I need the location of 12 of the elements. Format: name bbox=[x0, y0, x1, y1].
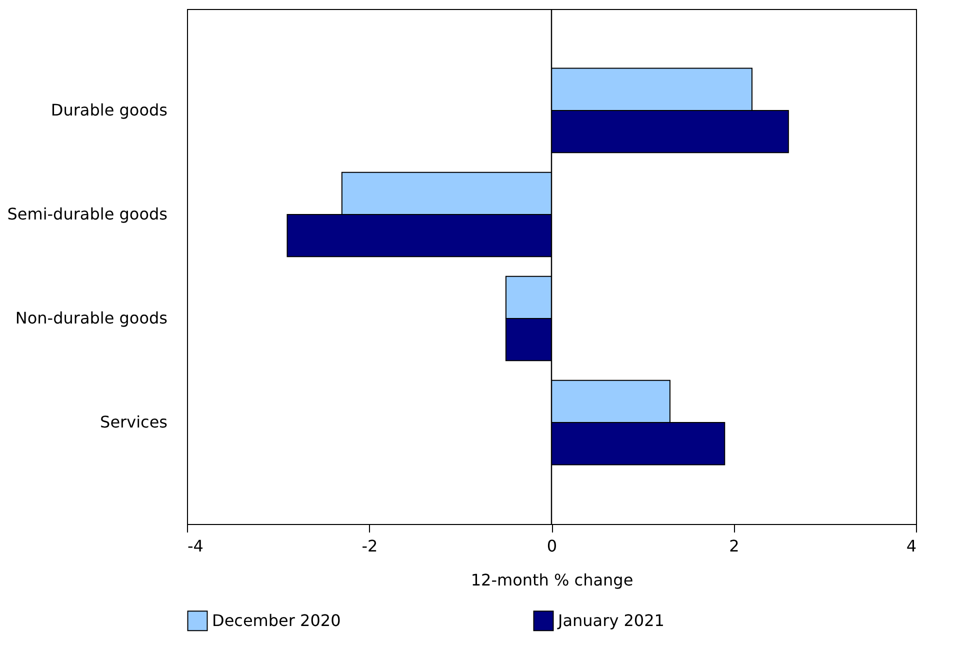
y-tick-label: Durable goods bbox=[50, 100, 168, 120]
legend-label: December 2020 bbox=[212, 610, 341, 630]
x-tick-label: -2 bbox=[362, 536, 378, 556]
y-tick-label: Non-durable goods bbox=[15, 308, 168, 328]
x-axis-title: 12-month % change bbox=[470, 570, 634, 590]
x-tick-label: 2 bbox=[729, 536, 740, 556]
x-tick-label: 0 bbox=[546, 536, 558, 556]
legend-label: January 2021 bbox=[557, 610, 664, 630]
x-tick-label: 4 bbox=[906, 536, 916, 556]
y-tick-label: Services bbox=[100, 412, 168, 432]
y-tick-label: Semi-durable goods bbox=[7, 204, 168, 224]
x-tick-label: -4 bbox=[188, 536, 204, 556]
